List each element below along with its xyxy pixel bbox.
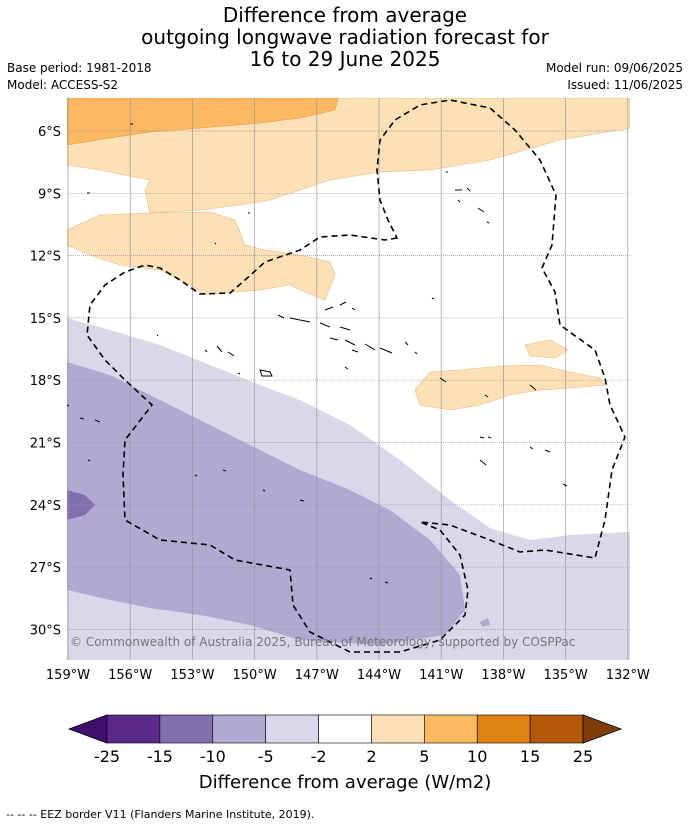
longitude-label: 150°W bbox=[233, 668, 277, 683]
longitude-label: 141°W bbox=[419, 668, 463, 683]
longitude-label: 144°W bbox=[357, 668, 401, 683]
colorbar-segment bbox=[265, 714, 319, 744]
latitude-label: 24°S bbox=[30, 499, 61, 514]
colorbar-tick-label: 2 bbox=[366, 747, 376, 766]
title-line-1: Difference from average bbox=[222, 3, 468, 27]
colorbar-tick-label: 5 bbox=[419, 747, 429, 766]
colorbar-tick-label: -15 bbox=[147, 747, 173, 766]
colorbar-tick-label: -10 bbox=[200, 747, 226, 766]
colorbar-segment bbox=[318, 714, 372, 744]
longitude-labels: 159°W 156°W 153°W 150°W 147°W 144°W 141°W 138°W… bbox=[46, 668, 650, 683]
colorbar-segment bbox=[159, 714, 214, 744]
colorbar-segment bbox=[371, 714, 425, 744]
longitude-label: 153°W bbox=[170, 668, 214, 683]
latitude-label: 30°S bbox=[30, 623, 61, 638]
longitude-label: 132°W bbox=[606, 668, 650, 683]
colorbar-extend-high bbox=[582, 714, 623, 744]
latitude-label: 18°S bbox=[30, 374, 61, 389]
anomaly-band-2-5 bbox=[414, 364, 606, 411]
colorbar bbox=[67, 714, 623, 744]
model-name: Model: ACCESS-S2 bbox=[7, 78, 119, 92]
base-period: Base period: 1981-2018 bbox=[7, 61, 152, 75]
longitude-label: 147°W bbox=[295, 668, 339, 683]
colorbar-tick-label: 15 bbox=[520, 747, 540, 766]
longitude-label: 156°W bbox=[108, 668, 152, 683]
colorbar-tick-label: -25 bbox=[94, 747, 120, 766]
eez-border bbox=[86, 99, 626, 653]
issued-date: Issued: 11/06/2025 bbox=[567, 78, 683, 92]
colorbar-tick-label: -2 bbox=[311, 747, 327, 766]
title-line-2: outgoing longwave radiation forecast for bbox=[141, 25, 549, 49]
colorbar-segment bbox=[424, 714, 478, 744]
anomaly-band-5-10 bbox=[67, 98, 339, 146]
longitude-label: 135°W bbox=[544, 668, 588, 683]
colorbar-tick-label: -5 bbox=[258, 747, 274, 766]
forecast-map: © Commonwealth of Australia 2025, Bureau… bbox=[30, 98, 650, 793]
anomaly-band-minus-5-10 bbox=[67, 362, 465, 645]
footer-eez-source: -- -- -- EEZ border V11 (Flanders Marine… bbox=[6, 808, 315, 821]
latitude-label: 21°S bbox=[30, 437, 61, 452]
anomaly-band-2-5 bbox=[524, 339, 569, 359]
colorbar-segment bbox=[476, 714, 531, 744]
longitude-label: 159°W bbox=[46, 668, 90, 683]
anomaly-band-minus-2-5 bbox=[480, 618, 490, 627]
model-run: Model run: 09/06/2025 bbox=[545, 61, 683, 75]
colorbar-segment bbox=[212, 714, 266, 744]
longitude-label: 138°W bbox=[481, 668, 525, 683]
colorbar-tick-labels: -25 -15 -10 -5 -2 2 5 10 15 25 bbox=[94, 747, 593, 766]
colorbar-tick-label: 25 bbox=[573, 747, 593, 766]
latitude-labels: 6°S 9°S 12°S 15°S 18°S 21°S 24°S 27°S 30°S bbox=[30, 125, 61, 638]
colorbar-tick-label: 10 bbox=[467, 747, 487, 766]
island-outlines bbox=[67, 123, 568, 584]
latitude-label: 9°S bbox=[38, 187, 61, 202]
latitude-label: 6°S bbox=[38, 125, 61, 140]
colorbar-segment bbox=[529, 714, 584, 744]
latitude-label: 27°S bbox=[30, 561, 61, 576]
latitude-label: 15°S bbox=[30, 312, 61, 327]
latitude-label: 12°S bbox=[30, 250, 61, 265]
colorbar-segment bbox=[106, 714, 161, 744]
title-line-3: 16 to 29 June 2025 bbox=[249, 47, 441, 71]
copyright-notice: © Commonwealth of Australia 2025, Bureau… bbox=[70, 635, 575, 649]
colorbar-title: Difference from average (W/m2) bbox=[199, 772, 491, 793]
colorbar-extend-low bbox=[67, 714, 108, 744]
map-plot-area bbox=[67, 98, 630, 660]
